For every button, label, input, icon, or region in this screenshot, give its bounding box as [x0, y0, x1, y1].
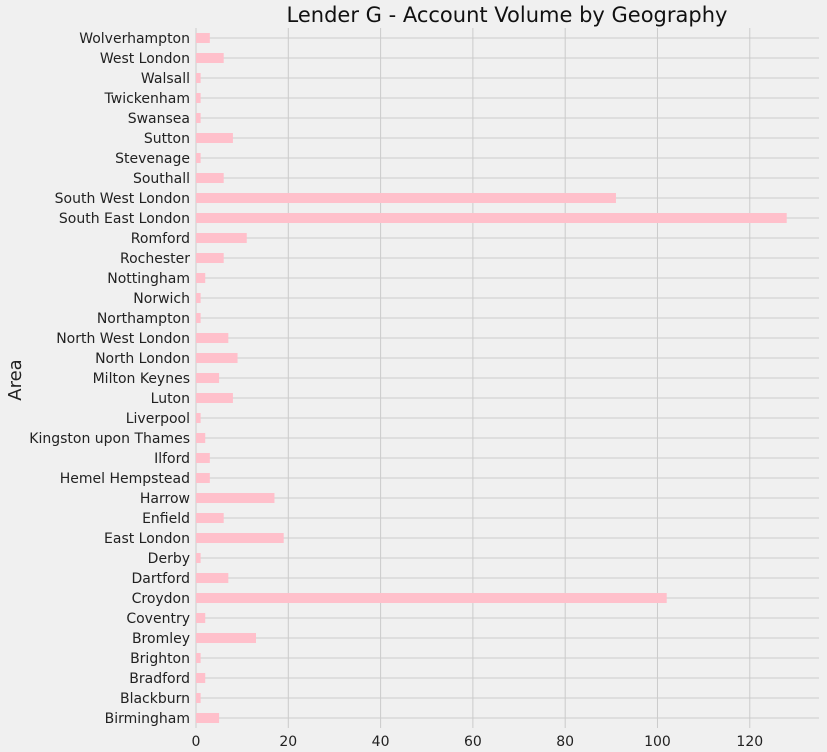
y-tick-label: Stevenage	[115, 151, 190, 167]
bar-blackburn	[196, 693, 201, 703]
y-tick-label: Derby	[148, 551, 190, 567]
bar-sutton	[196, 133, 233, 143]
y-tick-label: West London	[100, 51, 190, 67]
y-tick-label: Norwich	[133, 291, 190, 307]
bar-harrow	[196, 493, 275, 503]
bar-north-west-london	[196, 333, 229, 343]
x-tick-label: 80	[556, 734, 574, 750]
y-tick-label: Harrow	[140, 491, 190, 507]
y-tick-label: North West London	[56, 331, 190, 347]
y-tick-label: Rochester	[120, 251, 190, 267]
y-tick-label: Nottingham	[107, 271, 190, 287]
y-tick-labels: Birmingham Blackburn Bradford Brighton Broml…	[29, 31, 190, 727]
bar-hemel-hempstead	[196, 473, 210, 483]
x-tick-label: 60	[464, 734, 482, 750]
y-tick-label: Bromley	[132, 631, 190, 647]
y-tick-label: Birmingham	[105, 711, 190, 727]
y-tick-label: Dartford	[132, 571, 191, 587]
y-tick-label: Wolverhampton	[79, 31, 190, 47]
bar-north-london	[196, 353, 238, 363]
y-tick-label: Southall	[133, 171, 190, 187]
bar-west-london	[196, 53, 224, 63]
y-tick-label: Northampton	[97, 311, 190, 327]
bar-croydon	[196, 593, 667, 603]
bar-northampton	[196, 313, 201, 323]
bar-enfield	[196, 513, 224, 523]
bar-liverpool	[196, 413, 201, 423]
y-tick-label: Kingston upon Thames	[29, 431, 190, 447]
bar-bromley	[196, 633, 256, 643]
bar-ilford	[196, 453, 210, 463]
grid	[195, 28, 819, 728]
bar-stevenage	[196, 153, 201, 163]
y-tick-label: Ilford	[154, 451, 190, 467]
y-tick-label: Romford	[131, 231, 190, 247]
y-tick-label: Bradford	[129, 671, 190, 687]
y-tick-label: East London	[104, 531, 190, 547]
bar-east-london	[196, 533, 284, 543]
bar-birmingham	[196, 713, 220, 723]
bar-wolverhampton	[196, 33, 210, 43]
y-tick-label: Walsall	[141, 71, 190, 87]
y-tick-label: Blackburn	[120, 691, 190, 707]
bar-luton	[196, 393, 233, 403]
bar-norwich	[196, 293, 201, 303]
bar-rochester	[196, 253, 224, 263]
bar-bradford	[196, 673, 206, 683]
bar-dartford	[196, 573, 229, 583]
bar-walsall	[196, 73, 201, 83]
x-tick-label: 20	[279, 734, 297, 750]
y-tick-label: Sutton	[144, 131, 190, 147]
bar-brighton	[196, 653, 201, 663]
bar-milton-keynes	[196, 373, 220, 383]
bar-south-east-london	[196, 213, 787, 223]
y-tick-label: Brighton	[130, 651, 190, 667]
bar-nottingham	[196, 273, 206, 283]
y-tick-label: Coventry	[126, 611, 190, 627]
bar-south-west-london	[196, 193, 616, 203]
chart-title: Lender G - Account Volume by Geography	[287, 3, 728, 27]
y-tick-label: Luton	[151, 391, 190, 407]
y-tick-label: Milton Keynes	[93, 371, 190, 387]
bars	[196, 33, 787, 723]
x-tick-label: 120	[736, 734, 763, 750]
bar-southall	[196, 173, 224, 183]
x-tick-label: 0	[192, 734, 201, 750]
bar-romford	[196, 233, 247, 243]
bar-derby	[196, 553, 201, 563]
y-tick-label: Swansea	[128, 111, 190, 127]
bar-twickenham	[196, 93, 201, 103]
y-tick-label: Enfield	[142, 511, 190, 527]
y-tick-label: North London	[95, 351, 190, 367]
y-tick-label: Liverpool	[126, 411, 190, 427]
y-tick-label: Twickenham	[104, 91, 190, 107]
bar-swansea	[196, 113, 201, 123]
y-tick-label: South East London	[59, 211, 190, 227]
bar-kingston-upon-thames	[196, 433, 206, 443]
y-axis-label: Area	[5, 359, 26, 400]
x-tick-labels: 0 20 40 60 80 100 120	[192, 734, 764, 750]
x-tick-label: 100	[644, 734, 671, 750]
bar-coventry	[196, 613, 206, 623]
y-tick-label: Hemel Hempstead	[60, 471, 190, 487]
y-tick-label: South West London	[55, 191, 190, 207]
x-tick-label: 40	[372, 734, 390, 750]
y-tick-label: Croydon	[132, 591, 190, 607]
